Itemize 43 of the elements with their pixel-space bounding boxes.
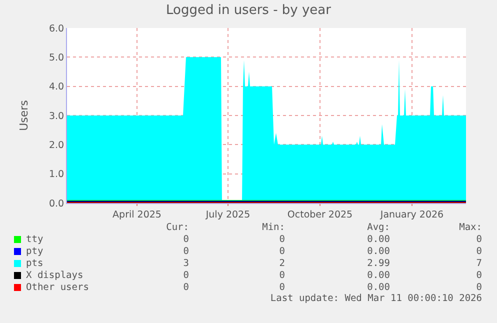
text: 0 [279, 246, 285, 258]
legend-label: Other users [26, 282, 89, 294]
chart-title: Logged in users - by year [166, 2, 332, 18]
text: Avg: [367, 222, 390, 234]
y-tick-label: 5.0 [48, 52, 64, 64]
x-tick-label: January 2026 [379, 209, 444, 220]
text: 0 [183, 246, 189, 258]
text: 0.00 [367, 234, 390, 246]
legend-label: tty [26, 234, 44, 246]
text: 0 [476, 282, 482, 294]
text: 0 [279, 270, 285, 282]
text: 0.00 [367, 270, 390, 282]
legend-label: X displays [26, 270, 84, 282]
text: Max: [459, 222, 482, 234]
text: Last update: Wed Mar 11 00:00:10 2026 [270, 293, 482, 306]
text: 0 [183, 282, 189, 294]
text: 0 [183, 270, 189, 282]
y-tick-label: 4.0 [48, 82, 64, 93]
legend-label: pts [26, 258, 44, 270]
text: 2.99 [367, 258, 390, 270]
text: 2 [279, 258, 285, 270]
text: 0 [476, 234, 482, 246]
x-tick-label: July 2025 [204, 209, 250, 220]
y-tick-label: 0.0 [48, 198, 64, 210]
x-tick-label: April 2025 [112, 209, 162, 220]
y-tick-label: 3.0 [48, 110, 64, 122]
text: 0 [476, 270, 482, 282]
x-tick-label: October 2025 [287, 209, 353, 220]
y-tick-label: 2.0 [48, 140, 64, 151]
text: 0 [476, 246, 482, 258]
text: 0 [183, 234, 189, 246]
text: 7 [476, 258, 482, 270]
text: 0 [279, 234, 285, 246]
y-tick-label: 1.0 [48, 169, 64, 180]
text: 0 [279, 282, 285, 294]
y-axis-title: Users [18, 100, 31, 131]
legend-label: pty [26, 246, 44, 258]
text: 0.00 [367, 246, 390, 258]
y-tick-label: 6.0 [48, 23, 64, 34]
text: 0.00 [367, 282, 390, 294]
text: Min: [262, 222, 285, 234]
text: Cur: [166, 222, 189, 234]
text: 3 [183, 258, 189, 270]
